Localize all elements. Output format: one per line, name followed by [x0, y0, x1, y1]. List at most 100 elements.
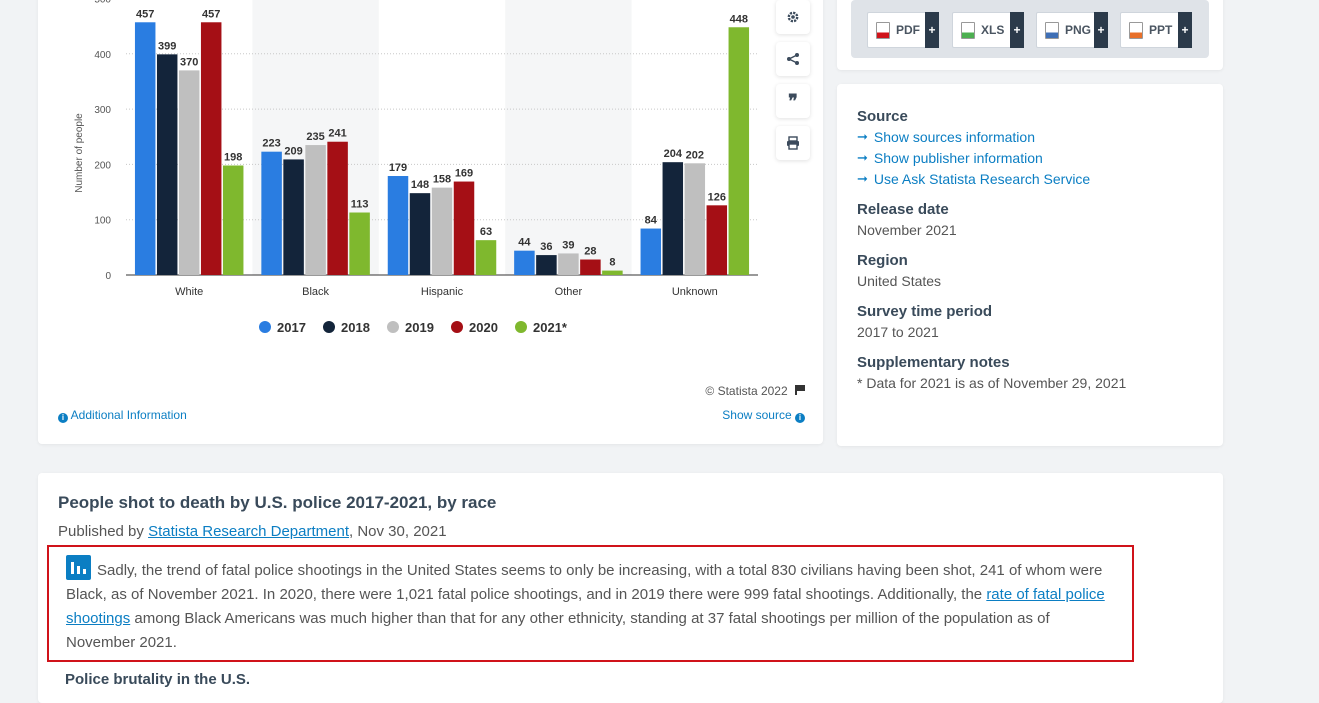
x-tick-label: Black [302, 286, 329, 298]
data-label: 241 [328, 128, 346, 140]
download-ppt-button[interactable]: PPT + [1120, 12, 1192, 48]
chart-card: 0 100 200 300 400 500 Number of people 457 399 37… [38, 0, 823, 444]
supplementary-notes-heading: Supplementary notes [857, 354, 1010, 371]
arrow-right-icon: ➞ [857, 129, 868, 144]
y-tick-label: 300 [94, 105, 111, 116]
category-band [505, 0, 632, 275]
fatal-shootings-rate-link[interactable]: rate of fatal police shootings [66, 586, 1105, 627]
bar-chart: 0 100 200 300 400 500 Number of people 457 399 37… [74, 0, 758, 335]
source-heading: Source [857, 108, 908, 125]
release-date-heading: Release date [857, 201, 949, 218]
data-label: 44 [518, 237, 531, 249]
plus-icon: + [925, 12, 939, 48]
bar-white-2021 [222, 165, 244, 275]
bar-unknown-2020 [706, 205, 728, 275]
supplementary-notes-value: * Data for 2021 is as of November 29, 20… [857, 375, 1127, 391]
data-label: 209 [284, 145, 302, 157]
publisher-link[interactable]: Statista Research Department [148, 523, 349, 540]
data-label: 84 [645, 215, 658, 227]
description-card: People shot to death by U.S. police 2017… [38, 473, 1223, 703]
plus-icon: + [1178, 12, 1192, 48]
ask-statista-link[interactable]: ➞ Use Ask Statista Research Service [857, 171, 1091, 187]
bar-black-2018 [283, 159, 304, 275]
bar-hispanic-2021 [475, 240, 497, 275]
bar-unknown-2021 [728, 27, 750, 276]
region-heading: Region [857, 252, 908, 269]
bar-black-2017 [261, 151, 282, 275]
settings-button[interactable] [776, 0, 810, 34]
quote-icon: ❞ [788, 90, 798, 111]
bar-hispanic-2020 [453, 181, 475, 275]
bar-unknown-2017 [640, 228, 662, 275]
data-label: 198 [224, 152, 242, 164]
bar-other-2018 [536, 255, 557, 275]
cite-button[interactable]: ❞ [776, 84, 810, 118]
bar-white-2017 [134, 22, 156, 276]
info-icon: i [795, 413, 805, 423]
statistic-title: People shot to death by U.S. police 2017… [58, 493, 497, 512]
show-publisher-link[interactable]: ➞ Show publisher information [857, 150, 1043, 166]
ppt-file-icon [1129, 21, 1143, 39]
plus-icon: + [1094, 12, 1108, 48]
y-tick-label: 0 [105, 271, 111, 282]
download-xls-button[interactable]: XLS + [952, 12, 1024, 48]
survey-period-value: 2017 to 2021 [857, 324, 939, 340]
data-label: 223 [262, 138, 280, 150]
data-label: 8 [609, 257, 615, 269]
bar-white-2019 [178, 70, 200, 275]
x-tick-label: White [175, 286, 203, 298]
data-label: 28 [584, 246, 596, 258]
bar-hispanic-2019 [431, 187, 453, 275]
description-highlight-box: Sadly, the trend of fatal police shootin… [47, 545, 1134, 662]
print-icon [787, 136, 799, 150]
y-tick-label: 400 [94, 50, 111, 61]
bar-hispanic-2018 [409, 193, 431, 275]
y-tick-label: 500 [94, 0, 111, 6]
bar-white-2018 [156, 54, 178, 275]
gear-icon [787, 11, 799, 23]
release-date-value: November 2021 [857, 222, 957, 238]
bar-black-2020 [327, 141, 348, 275]
png-file-icon [1045, 21, 1059, 39]
legend-label: 2020 [469, 320, 498, 335]
info-icon: i [58, 413, 68, 423]
x-tick-label: Other [555, 286, 583, 298]
copyright-text: © Statista 2022 [705, 384, 805, 398]
legend-label: 2019 [405, 320, 434, 335]
data-label: 457 [202, 8, 220, 20]
download-pdf-button[interactable]: PDF + [867, 12, 939, 48]
legend-label: 2018 [341, 320, 370, 335]
data-label: 457 [136, 8, 154, 20]
legend-marker [387, 321, 399, 333]
additional-information-link[interactable]: i Additional Information [58, 408, 187, 423]
data-label: 235 [306, 131, 324, 143]
description-text-part2: among Black Americans was much higher th… [66, 610, 1050, 651]
bar-white-2020 [200, 22, 222, 276]
y-tick-label: 100 [94, 216, 111, 227]
data-label: 63 [480, 226, 492, 238]
show-sources-link[interactable]: ➞ Show sources information [857, 129, 1035, 145]
legend-label: 2021* [533, 320, 568, 335]
section-heading: Police brutality in the U.S. [65, 671, 251, 688]
data-label: 179 [389, 162, 407, 174]
statistic-chart-icon [66, 555, 91, 580]
bar-other-2017 [514, 250, 535, 275]
data-label: 113 [351, 199, 369, 211]
data-label: 126 [708, 191, 726, 203]
show-source-link[interactable]: Show source i [722, 408, 805, 423]
xls-file-icon [961, 21, 975, 39]
data-label: 204 [664, 148, 683, 160]
download-png-button[interactable]: PNG + [1036, 12, 1108, 48]
data-label: 399 [158, 40, 176, 52]
bar-black-2021 [349, 212, 370, 275]
bar-black-2019 [305, 145, 326, 275]
share-button[interactable] [776, 42, 810, 76]
y-tick-label: 200 [94, 160, 111, 171]
data-label: 448 [730, 13, 748, 25]
region-value: United States [857, 273, 942, 289]
arrow-right-icon: ➞ [857, 150, 868, 165]
data-label: 370 [180, 56, 198, 68]
bar-unknown-2019 [684, 163, 706, 275]
legend-marker [259, 321, 271, 333]
print-button[interactable] [776, 126, 810, 160]
